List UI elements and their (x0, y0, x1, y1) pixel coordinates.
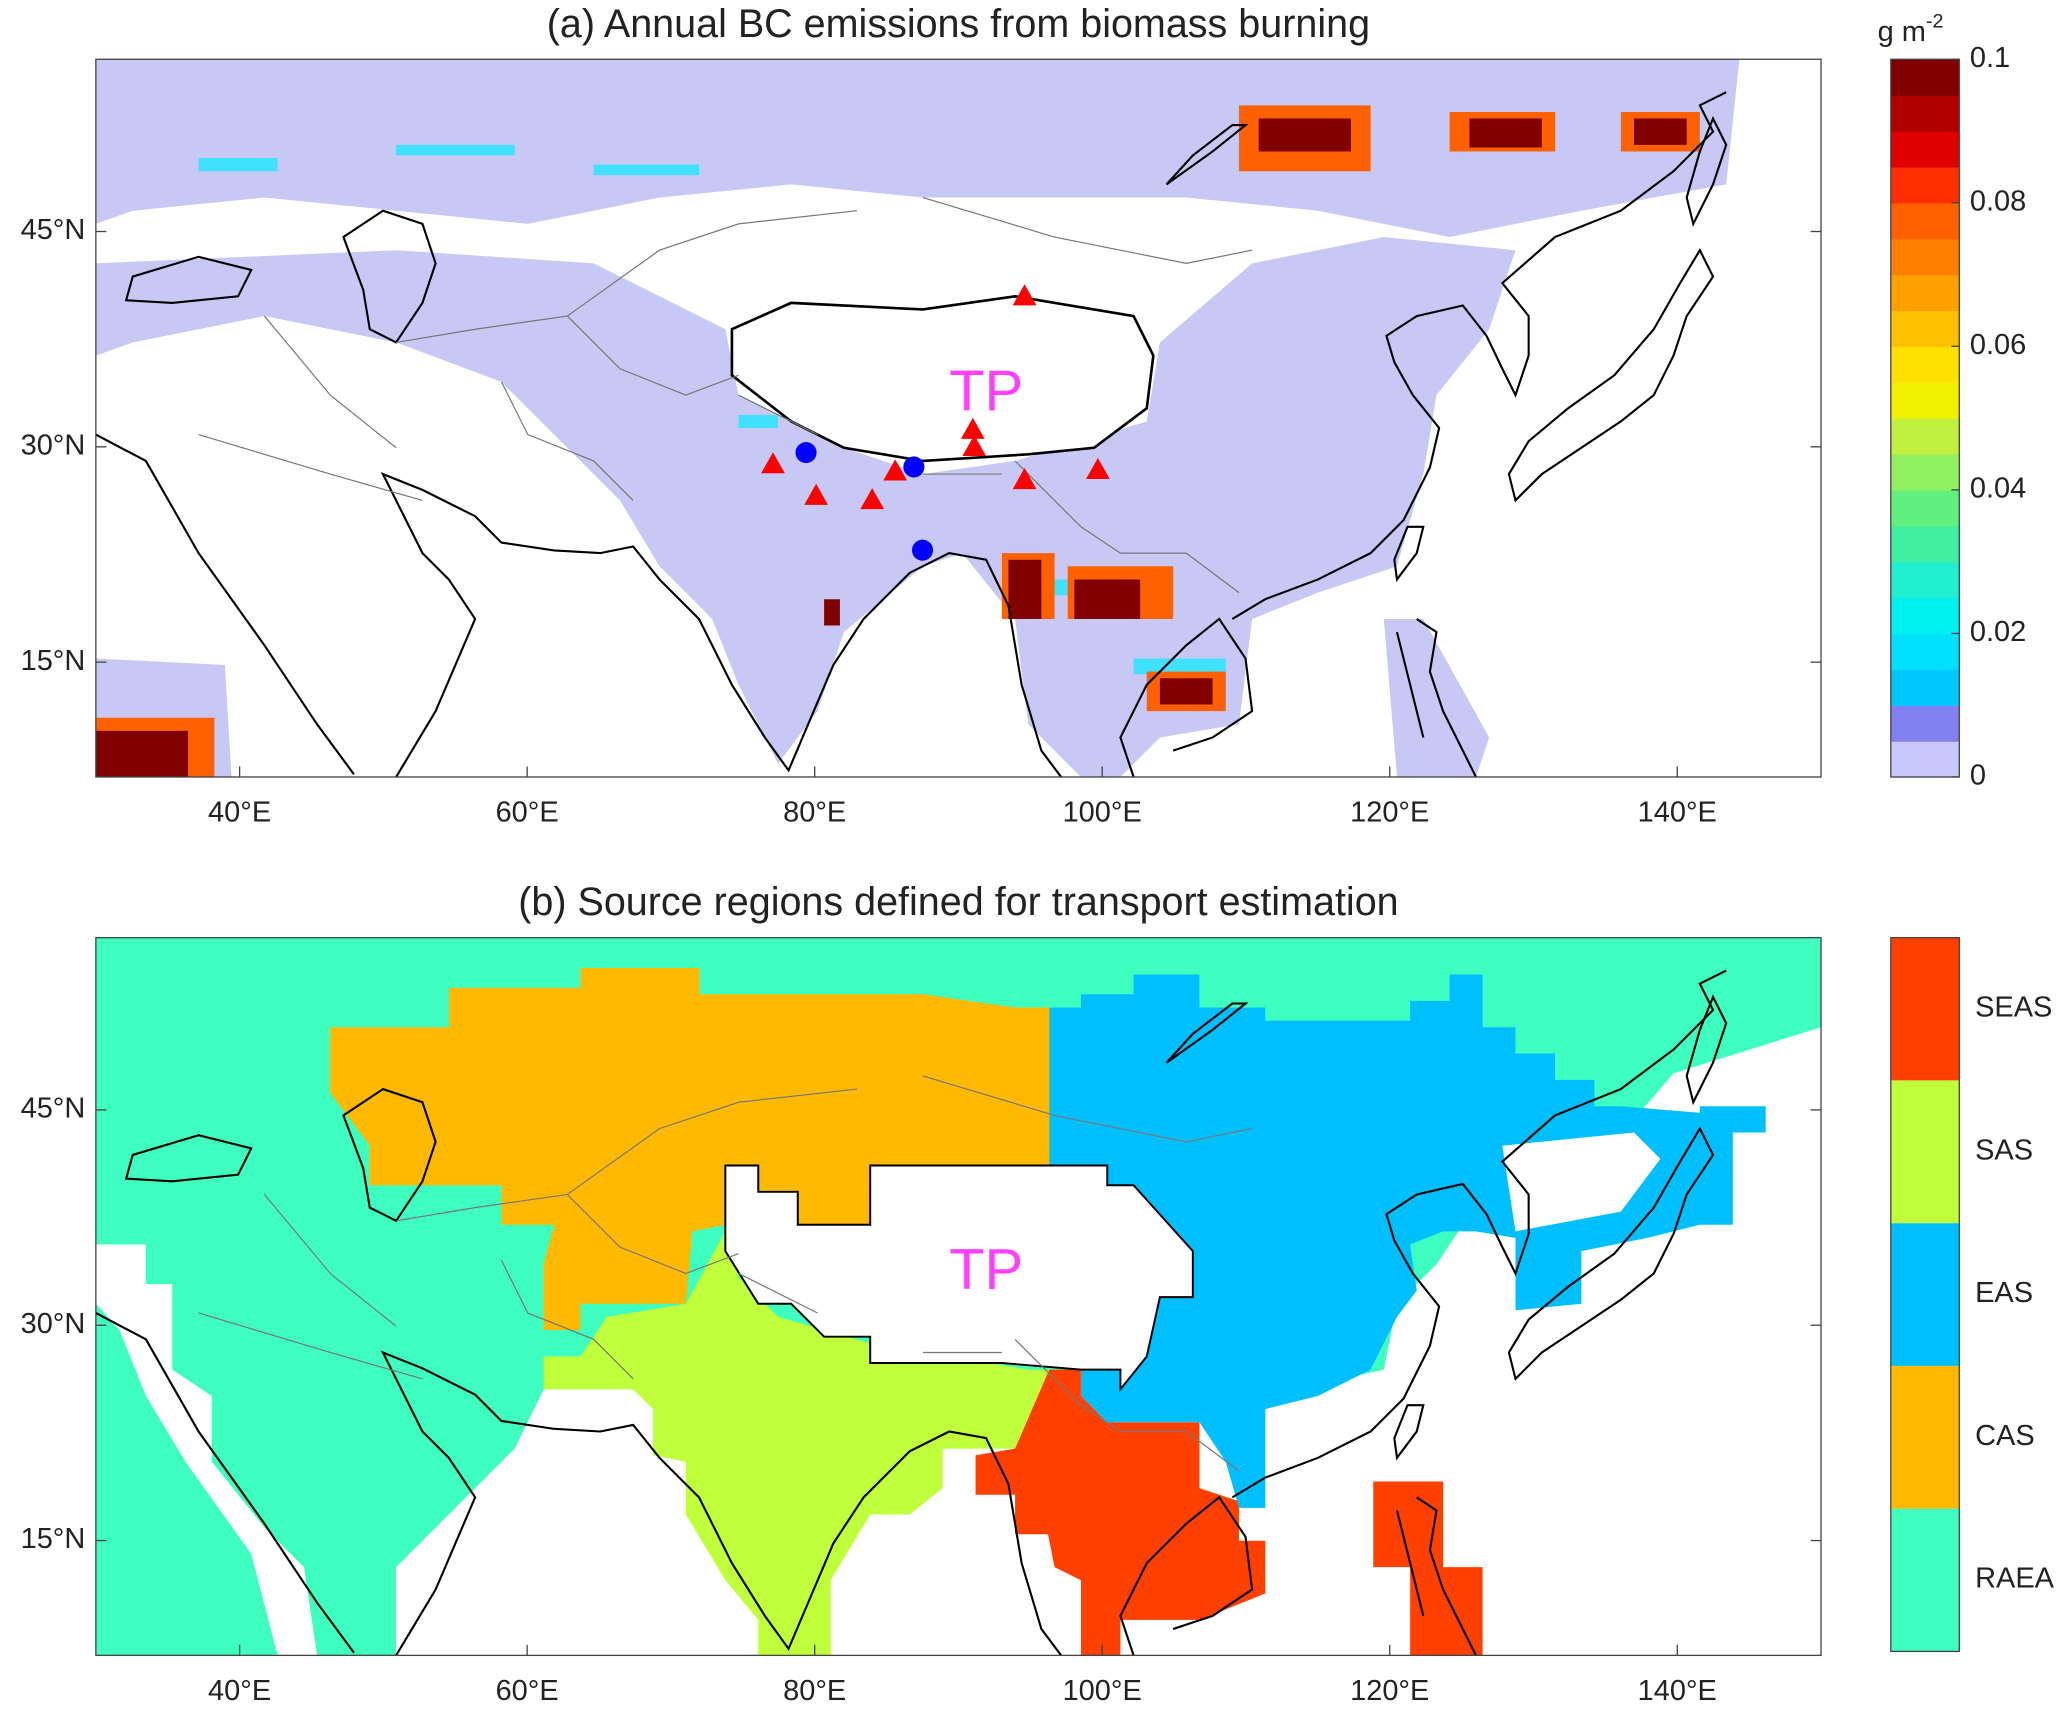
map-a (95, 59, 1822, 777)
x-tick-label: 80°E (783, 797, 846, 829)
tp-region (724, 1164, 1194, 1393)
colorbar-step (1890, 346, 1960, 383)
y-tick-label: 30°N (21, 1308, 86, 1340)
region-cas (330, 967, 1050, 1331)
legend-label: EAS (1975, 1277, 2033, 1309)
site-triangle (860, 488, 885, 510)
x-tick-label: 140°E (1638, 797, 1717, 829)
colorbar-step (1890, 669, 1960, 706)
region-label: TP (949, 1238, 1023, 1302)
colorbar-step (1890, 633, 1960, 670)
x-tick-label: 120°E (1350, 1675, 1429, 1707)
site-triangle (804, 483, 828, 505)
colorbar-step (1890, 561, 1960, 599)
y-tick-label: 30°N (21, 429, 86, 461)
site-circle (911, 539, 934, 561)
region-sas (543, 1231, 1050, 1656)
colorbar-step (1890, 166, 1960, 204)
panel-title: (a) Annual BC emissions from biomass bur… (547, 2, 1370, 46)
x-tick-label: 60°E (496, 1675, 559, 1707)
desert (764, 250, 1055, 310)
y-tick-label: 45°N (21, 1093, 86, 1125)
colorbar-unit: g m-2 (1878, 11, 1944, 48)
sea (1502, 1132, 1661, 1232)
colorbar-step (1890, 95, 1960, 132)
colorbar-step (1890, 310, 1960, 348)
site-circle (795, 442, 817, 464)
legend-swatch (1890, 1223, 1960, 1366)
x-tick-label: 40°E (208, 797, 271, 829)
x-tick-label: 40°E (208, 1675, 271, 1707)
colorbar-step (1890, 382, 1960, 419)
colorbar-step (1890, 238, 1960, 276)
colorbar-step (1890, 131, 1960, 168)
colorbar-step (1890, 418, 1960, 455)
colorbar-frame (1890, 936, 1960, 1653)
colorbar-tick-label: 0 (1970, 760, 1986, 792)
site-triangle (960, 417, 985, 439)
legend-swatch (1890, 1508, 1960, 1652)
colorbar-tick-label: 0.02 (1970, 616, 2026, 648)
y-tick-label: 15°N (21, 645, 86, 677)
legend-label: SEAS (1975, 992, 2052, 1024)
legend-label: SAS (1975, 1134, 2033, 1166)
region-eas (1049, 974, 1766, 1508)
colorbar-step (1890, 705, 1960, 742)
x-tick-label: 80°E (783, 1675, 846, 1707)
colorbar-tick-label: 0.04 (1970, 473, 2026, 505)
site-triangle (761, 452, 785, 474)
x-tick-label: 120°E (1350, 797, 1429, 829)
colorbar-frame (1890, 58, 1960, 778)
colorbar-tick-label: 0.06 (1970, 329, 2026, 361)
x-tick-label: 100°E (1063, 1675, 1142, 1707)
colorbar-step (1890, 525, 1960, 563)
colorbar-tick-label: 0.08 (1970, 185, 2026, 217)
legend-label: CAS (1975, 1420, 2035, 1452)
map-b (95, 937, 1822, 1656)
colorbar-step (1890, 741, 1960, 778)
site-triangle (1086, 457, 1110, 480)
emission-area (95, 59, 1740, 238)
colorbar-step (1890, 59, 1960, 96)
site-circle (903, 456, 925, 478)
emission-area (95, 237, 1516, 777)
colorbar-tick-label: 0.1 (1970, 42, 2010, 74)
y-tick-label: 15°N (21, 1523, 86, 1555)
colorbar-step (1890, 202, 1960, 240)
site-triangle (883, 459, 908, 481)
legend-label: RAEA (1975, 1563, 2055, 1595)
x-tick-label: 60°E (496, 797, 559, 829)
colorbar-step (1890, 489, 1960, 527)
colorbar-step (1890, 274, 1960, 312)
legend-swatch (1890, 1365, 1960, 1509)
legend-swatch (1890, 1080, 1960, 1224)
colorbar-step (1890, 597, 1960, 635)
site-triangle (962, 434, 987, 457)
region-label: TP (949, 359, 1023, 423)
axes-frame (95, 936, 1822, 1657)
unit: g m (1878, 16, 1926, 48)
axes-frame (95, 58, 1822, 778)
site-triangle (1012, 467, 1037, 490)
x-tick-label: 140°E (1638, 1675, 1717, 1707)
x-tick-label: 100°E (1063, 797, 1142, 829)
site-triangle (1012, 284, 1037, 306)
axes-and-legends: 40°E 60°E 80°E 100°E 120°E 140°E 15°N 30°N 45°N 4… (21, 11, 2055, 1707)
legend-swatch (1890, 937, 1960, 1081)
panel-title: (b) Source regions defined for transport… (518, 880, 1398, 924)
colorbar-step (1890, 454, 1960, 491)
y-tick-label: 45°N (21, 214, 86, 246)
unit-exponent: -2 (1926, 11, 1944, 33)
